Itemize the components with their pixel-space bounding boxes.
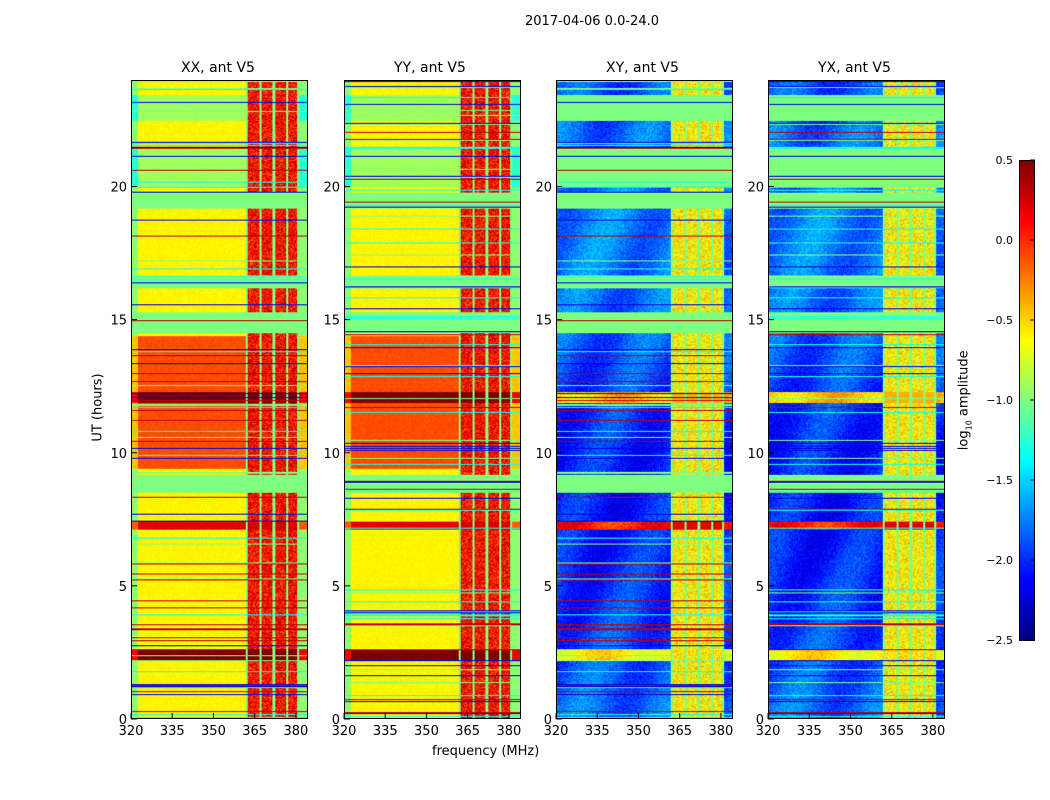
y-tick-label: 10 (747, 447, 764, 462)
heatmap-canvas-xy (557, 81, 732, 718)
heatmap-yy (344, 80, 521, 719)
y-tick-label: 20 (323, 181, 340, 196)
colorbar-tick-label: −2.0 (986, 554, 1013, 567)
heatmap-canvas-yx (769, 81, 944, 718)
x-tick-label: 365 (667, 724, 692, 739)
x-tick-label: 350 (201, 724, 226, 739)
panel-title-yy: YY, ant V5 (394, 60, 466, 76)
y-tick-label: 20 (535, 181, 552, 196)
x-tick-label: 350 (838, 724, 863, 739)
y-tick-label: 15 (535, 314, 552, 329)
y-tick-label: 15 (110, 314, 127, 329)
colorbar-tick-label: −1.5 (986, 474, 1013, 487)
heatmap-canvas-yy (345, 81, 520, 718)
y-tick-label: 0 (544, 713, 552, 728)
panel-title-xy: XY, ant V5 (606, 60, 679, 76)
x-tick-label: 320 (544, 724, 569, 739)
heatmap-xy (556, 80, 733, 719)
x-tick-label: 335 (373, 724, 398, 739)
x-tick-label: 365 (242, 724, 267, 739)
panel-title-yx: YX, ant V5 (818, 60, 891, 76)
x-tick-label: 365 (455, 724, 480, 739)
colorbar-tick-label: 0.5 (996, 154, 1014, 167)
y-tick-label: 5 (544, 580, 552, 595)
x-tick-label: 350 (414, 724, 439, 739)
y-tick-label: 10 (110, 447, 127, 462)
y-tick-label: 20 (747, 181, 764, 196)
y-tick-label: 0 (332, 713, 340, 728)
y-tick-label: 5 (119, 580, 127, 595)
y-tick-label: 0 (119, 713, 127, 728)
x-tick-label: 380 (920, 724, 945, 739)
colorbar-tick-label: −2.5 (986, 634, 1013, 647)
x-tick-label: 335 (585, 724, 610, 739)
x-tick-label: 350 (626, 724, 651, 739)
colorbar-tick-label: −1.0 (986, 394, 1013, 407)
heatmap-canvas-xx (132, 81, 307, 718)
x-tick-label: 365 (879, 724, 904, 739)
y-tick-label: 15 (747, 314, 764, 329)
heatmap-xx (131, 80, 308, 719)
colorbar-canvas (1020, 161, 1034, 640)
colorbar-tick-label: 0.0 (996, 234, 1014, 247)
heatmap-yx (768, 80, 945, 719)
x-tick-label: 380 (496, 724, 521, 739)
y-tick-label: 5 (332, 580, 340, 595)
panel-title-xx: XX, ant V5 (181, 60, 255, 76)
y-tick-label: 0 (756, 713, 764, 728)
y-tick-label: 10 (535, 447, 552, 462)
figure-title: 2017-04-06 0.0-24.0 (525, 14, 659, 29)
y-tick-label: 15 (323, 314, 340, 329)
x-tick-label: 320 (119, 724, 144, 739)
x-tick-label: 320 (332, 724, 357, 739)
x-tick-label: 335 (797, 724, 822, 739)
x-tick-label: 380 (708, 724, 733, 739)
x-tick-label: 335 (160, 724, 185, 739)
x-axis-label: frequency (MHz) (432, 744, 540, 759)
x-tick-label: 320 (756, 724, 781, 739)
x-tick-label: 380 (283, 724, 308, 739)
colorbar-tick-label: −0.5 (986, 314, 1013, 327)
y-tick-label: 5 (756, 580, 764, 595)
y-tick-label: 20 (110, 181, 127, 196)
y-tick-label: 10 (323, 447, 340, 462)
